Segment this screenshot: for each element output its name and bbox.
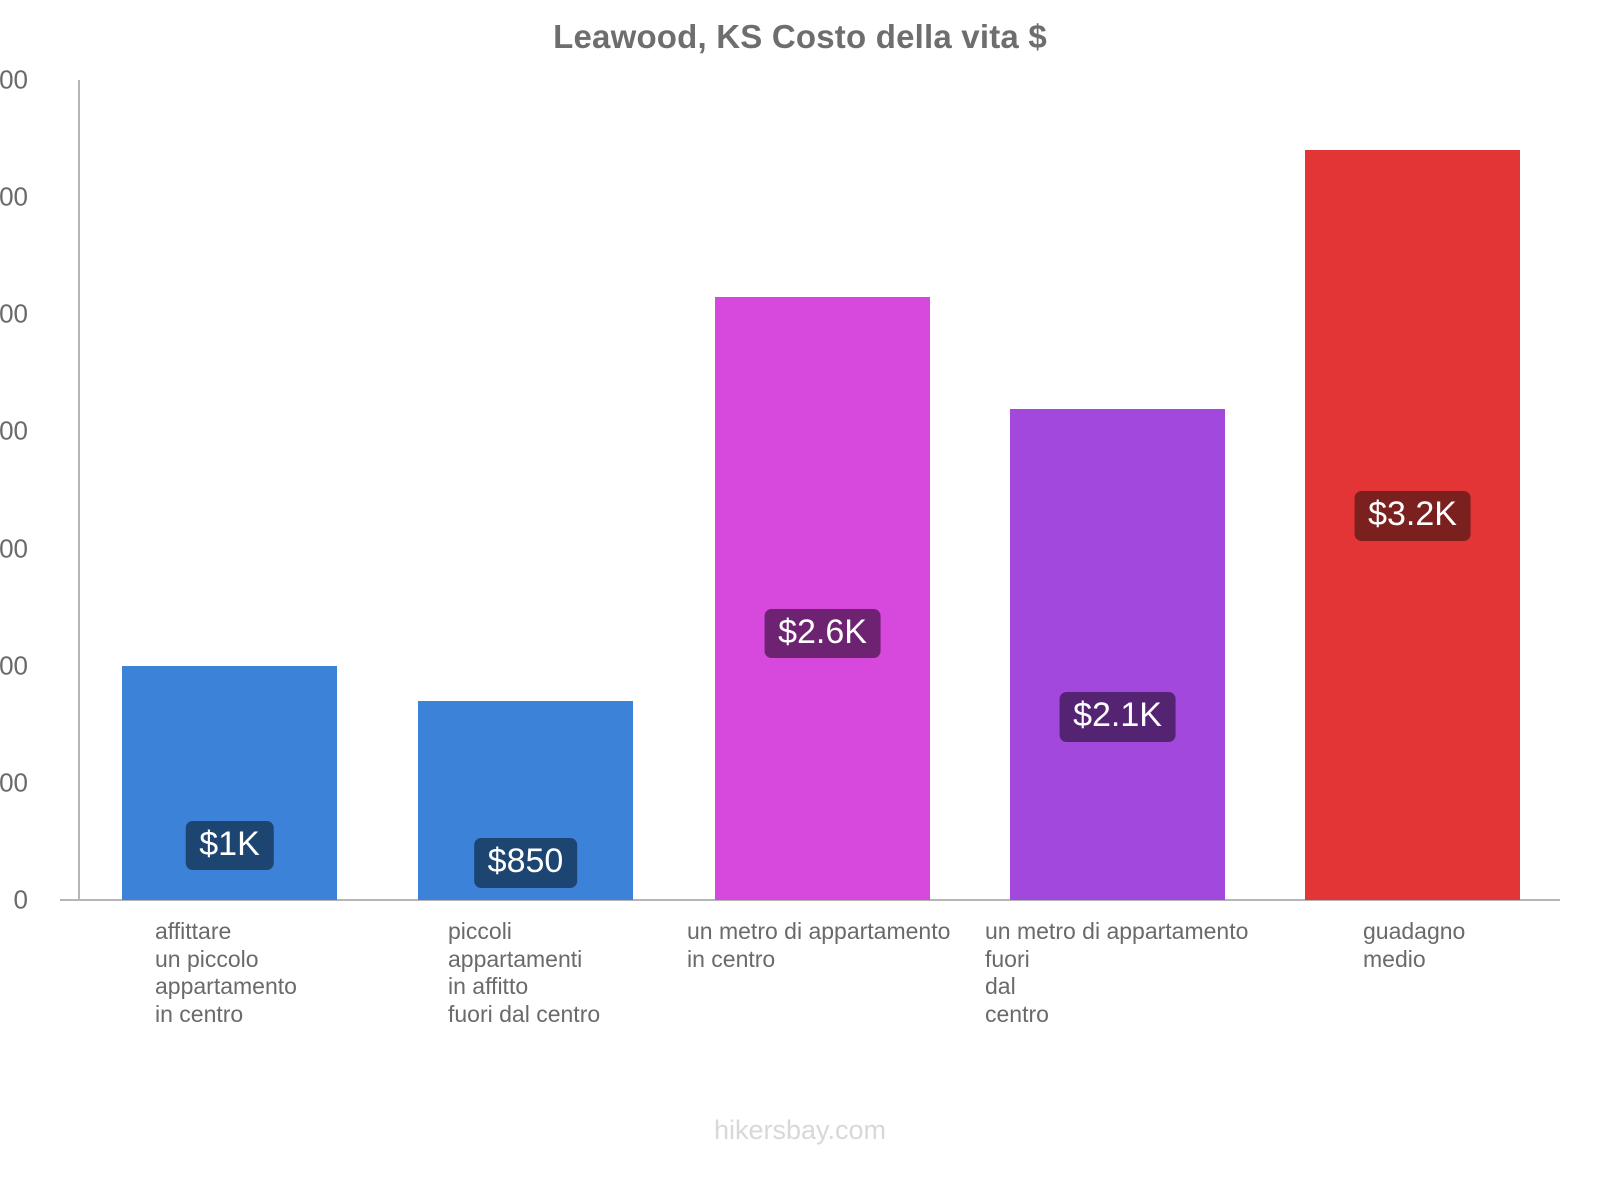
bar-4[interactable]: $2.1K bbox=[1010, 409, 1225, 900]
x-axis-label-3: un metro di appartamento in centro bbox=[687, 918, 951, 972]
bar-5[interactable]: $3.2K bbox=[1305, 150, 1520, 900]
y-axis-tick-label: 1500 bbox=[0, 533, 28, 564]
footer-watermark: hikersbay.com bbox=[713, 1115, 887, 1145]
x-axis-label-4: un metro di appartamento fuori dal centr… bbox=[985, 918, 1249, 1027]
bar-value-label-2: $850 bbox=[473, 837, 578, 888]
y-axis-tick-label: 500 bbox=[0, 767, 28, 798]
bar-2[interactable]: $850 bbox=[418, 700, 633, 900]
y-axis-tick-label: 3000 bbox=[0, 181, 28, 212]
bar-3[interactable]: $2.6K bbox=[715, 296, 930, 900]
y-axis-tick-label: 0 bbox=[13, 884, 28, 915]
y-axis-tick-label: 3500 bbox=[0, 64, 28, 95]
x-axis-label-1: affittare un piccolo appartamento in cen… bbox=[155, 918, 297, 1027]
x-axis-label-2: piccoli appartamenti in affitto fuori da… bbox=[448, 918, 601, 1027]
bar-value-label-1: $1K bbox=[185, 820, 274, 871]
y-axis-tick-label: 2500 bbox=[0, 298, 28, 329]
page-title: Leawood, KS Costo della vita $ bbox=[553, 18, 1047, 55]
x-axis-label-5: guadagno medio bbox=[1363, 918, 1466, 972]
bar-value-label-4: $2.1K bbox=[1059, 692, 1176, 742]
bar-value-label-3: $2.6K bbox=[764, 608, 881, 659]
plot-area: 3500 3000 2500 2000 1500 1000 500 0 $1K $850 $2.6… bbox=[0, 65, 1560, 915]
bar-1[interactable]: $1K bbox=[122, 665, 337, 900]
y-axis-tick-label: 2000 bbox=[0, 415, 28, 446]
y-axis-line bbox=[78, 80, 80, 900]
y-axis-tick-label: 1000 bbox=[0, 650, 28, 681]
bar-value-label-5: $3.2K bbox=[1354, 491, 1471, 541]
x-axis-line bbox=[60, 899, 1560, 901]
